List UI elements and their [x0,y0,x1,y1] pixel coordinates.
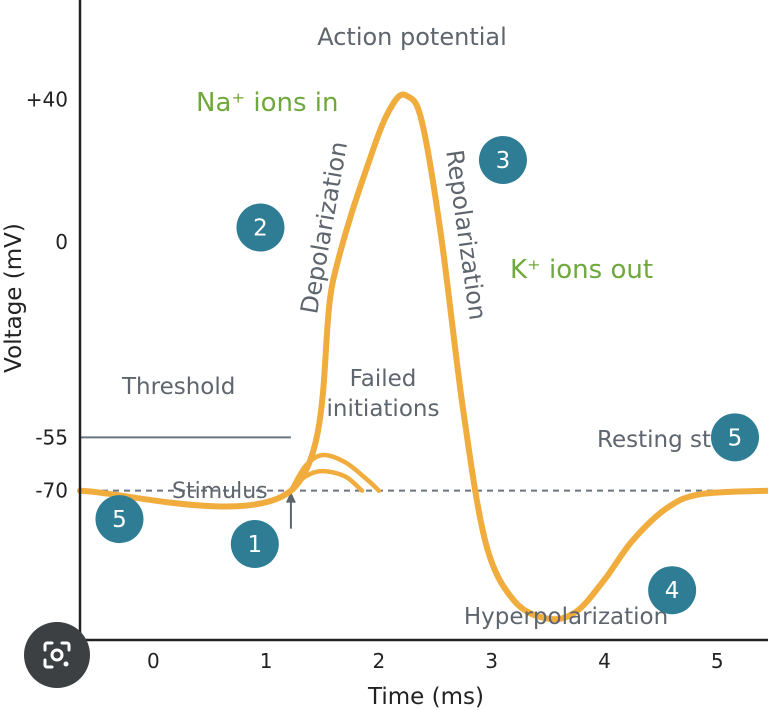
failed-initiation-curve-1 [288,452,382,493]
stimulus-arrowhead [285,491,296,503]
y-tick-label: -55 [35,425,68,449]
action-potential-curve [77,91,768,623]
x-tick-label: 3 [485,649,498,673]
chart-title: Action potential [317,23,507,51]
phase-badge-1: 1 [230,520,279,568]
svg-text:4: 4 [665,578,680,604]
failed-initiation-curve-2 [288,468,365,493]
svg-text:2: 2 [253,216,268,242]
x-axis-label: Time (ms) [367,684,484,710]
y-tick-label: -70 [35,479,68,503]
phase-badge-3: 3 [478,136,527,184]
x-tick-label: 0 [147,649,160,673]
x-tick-label: 5 [711,649,724,673]
phase-badge-4: 4 [648,566,697,615]
na-ions-label: Na⁺ ions in [196,88,339,118]
hyperpolarization-label: Hyperpolarization [464,604,668,630]
failed-initiations-line1: Failed [350,366,417,392]
lens-button[interactable] [24,622,90,688]
phase-badge-5: 5 [711,413,759,462]
k-ions-label: K⁺ ions out [510,255,653,285]
phase-badge-2: 2 [236,203,285,252]
phase-badge-5: 5 [95,495,144,544]
failed-initiations-line2: initiations [327,396,440,422]
stimulus-label: Stimulus [172,479,268,504]
x-tick-label: 4 [598,649,611,673]
lens-camera-icon [43,641,71,669]
svg-text:3: 3 [496,148,511,174]
y-axis-label: Voltage (mV) [1,223,27,373]
x-tick-label: 2 [373,649,386,673]
svg-text:5: 5 [728,425,743,451]
svg-text:1: 1 [247,532,262,558]
y-tick-label: +40 [26,88,68,112]
svg-text:5: 5 [112,507,127,533]
threshold-label: Threshold [121,374,235,400]
x-tick-label: 1 [260,649,273,673]
y-tick-label: 0 [55,230,68,254]
